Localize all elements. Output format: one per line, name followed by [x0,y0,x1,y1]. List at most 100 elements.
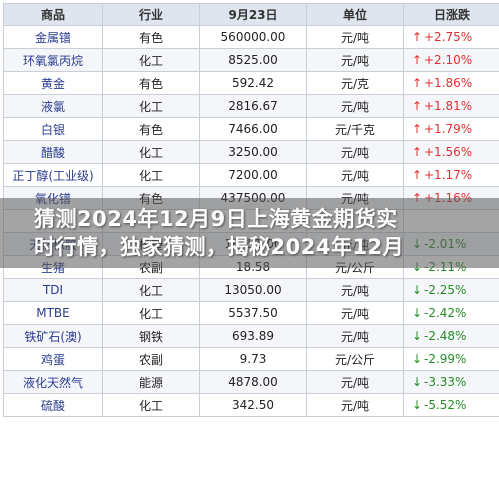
commodity-cell: 液化天然气 [3,370,103,394]
table-row: MTBE 化工 5537.50 元/吨 ↓ -2.42% [3,301,499,325]
daily-change-value: -5.52% [424,398,467,412]
daily-change-cell: ↑ +1.81% [403,94,499,118]
commodity-cell: 铁矿石(澳) [3,324,103,348]
daily-change-value: +1.86% [424,76,473,90]
arrow-up-icon: ↑ [412,145,423,159]
table-row: 环氧氯丙烷 化工 8525.00 元/吨 ↑ +2.10% [3,48,499,72]
industry-cell: 有色 [102,117,200,141]
unit-cell: 元/吨 [306,25,404,49]
daily-change-cell: ↓ -3.33% [403,370,499,394]
commodity-cell: 硫酸 [3,393,103,417]
table-row: 正丁醇(工业级) 化工 7200.00 元/吨 ↑ +1.17% [3,163,499,187]
table-header-row: 商品 行业 9月23日 单位 日涨跌 [3,3,499,26]
unit-cell: 元/吨 [306,393,404,417]
table-row: TDI 化工 13050.00 元/吨 ↓ -2.25% [3,278,499,302]
commodity-cell: 正丁醇(工业级) [3,163,103,187]
industry-cell: 能源 [102,370,200,394]
unit-cell: 元/吨 [306,301,404,325]
daily-change-cell: ↑ +2.75% [403,25,499,49]
price-cell: 7466.00 [199,117,307,141]
unit-cell: 元/吨 [306,48,404,72]
arrow-down-icon: ↓ [412,283,423,297]
daily-change-value: +1.17% [424,168,473,182]
industry-cell: 化工 [102,94,200,118]
arrow-up-icon: ↑ [412,99,423,113]
unit-cell: 元/吨 [306,140,404,164]
table-row: 鸡蛋 农副 9.73 元/公斤 ↓ -2.99% [3,347,499,371]
overlay-title: 猜测2024年12月9日上海黄金期货实 时行情，独家猜测，揭秘2024年12月 [34,205,474,261]
daily-change-value: -3.33% [424,375,467,389]
price-cell: 2816.67 [199,94,307,118]
daily-change-value: -2.99% [424,352,467,366]
daily-change-cell: ↑ +1.86% [403,71,499,95]
overlay-title-line-1: 猜测2024年12月9日上海黄金期货实 [34,207,398,231]
header-industry: 行业 [102,3,200,26]
unit-cell: 元/公斤 [306,347,404,371]
daily-change-cell: ↑ +1.56% [403,140,499,164]
title-overlay-band [0,198,499,268]
arrow-down-icon: ↓ [412,352,423,366]
industry-cell: 化工 [102,301,200,325]
commodity-cell: 白银 [3,117,103,141]
industry-cell: 化工 [102,48,200,72]
price-cell: 13050.00 [199,278,307,302]
price-cell: 4878.00 [199,370,307,394]
daily-change-cell: ↓ -5.52% [403,393,499,417]
unit-cell: 元/吨 [306,278,404,302]
price-cell: 5537.50 [199,301,307,325]
industry-cell: 农副 [102,347,200,371]
arrow-up-icon: ↑ [412,30,423,44]
table-row: 白银 有色 7466.00 元/千克 ↑ +1.79% [3,117,499,141]
industry-cell: 有色 [102,71,200,95]
unit-cell: 元/吨 [306,370,404,394]
header-date: 9月23日 [199,3,307,26]
unit-cell: 元/吨 [306,324,404,348]
industry-cell: 化工 [102,163,200,187]
commodity-cell: 金属镨 [3,25,103,49]
daily-change-value: +1.79% [424,122,473,136]
daily-change-cell: ↓ -2.42% [403,301,499,325]
header-daily-change: 日涨跌 [403,3,499,26]
arrow-down-icon: ↓ [412,398,423,412]
price-cell: 560000.00 [199,25,307,49]
industry-cell: 化工 [102,393,200,417]
daily-change-value: +1.81% [424,99,473,113]
table-row: 金属镨 有色 560000.00 元/吨 ↑ +2.75% [3,25,499,49]
unit-cell: 元/吨 [306,163,404,187]
commodity-cell: 液氯 [3,94,103,118]
table-row: 铁矿石(澳) 钢铁 693.89 元/吨 ↓ -2.48% [3,324,499,348]
table-row: 醋酸 化工 3250.00 元/吨 ↑ +1.56% [3,140,499,164]
price-cell: 693.89 [199,324,307,348]
price-cell: 8525.00 [199,48,307,72]
daily-change-value: -2.25% [424,283,467,297]
commodity-cell: 黄金 [3,71,103,95]
price-cell: 342.50 [199,393,307,417]
price-cell: 9.73 [199,347,307,371]
unit-cell: 元/千克 [306,117,404,141]
arrow-down-icon: ↓ [412,329,423,343]
daily-change-cell: ↓ -2.48% [403,324,499,348]
table-row: 黄金 有色 592.42 元/克 ↑ +1.86% [3,71,499,95]
daily-change-cell: ↓ -2.99% [403,347,499,371]
commodity-cell: 鸡蛋 [3,347,103,371]
arrow-down-icon: ↓ [412,306,423,320]
price-cell: 7200.00 [199,163,307,187]
daily-change-value: -2.48% [424,329,467,343]
overlay-title-line-2: 时行情，独家猜测，揭秘2024年12月 [34,235,405,259]
header-commodity: 商品 [3,3,103,26]
unit-cell: 元/克 [306,71,404,95]
arrow-up-icon: ↑ [412,76,423,90]
industry-cell: 钢铁 [102,324,200,348]
daily-change-value: +1.56% [424,145,473,159]
daily-change-value: +2.10% [424,53,473,67]
daily-change-value: +2.75% [424,30,473,44]
table-row: 液氯 化工 2816.67 元/吨 ↑ +1.81% [3,94,499,118]
arrow-down-icon: ↓ [412,375,423,389]
commodity-cell: 环氧氯丙烷 [3,48,103,72]
header-unit: 单位 [306,3,404,26]
daily-change-cell: ↑ +1.79% [403,117,499,141]
daily-change-cell: ↑ +2.10% [403,48,499,72]
commodity-cell: 醋酸 [3,140,103,164]
commodity-cell: MTBE [3,301,103,325]
